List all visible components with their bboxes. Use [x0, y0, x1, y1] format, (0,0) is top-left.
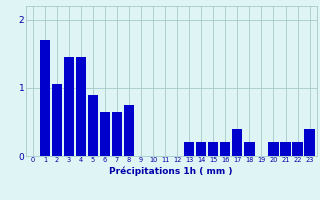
Bar [196, 142, 206, 156]
Bar [280, 142, 291, 156]
Bar [76, 57, 86, 156]
Bar [88, 95, 98, 156]
Bar [184, 142, 194, 156]
Bar [124, 105, 134, 156]
Bar [40, 40, 50, 156]
Bar [268, 142, 279, 156]
Bar [292, 142, 303, 156]
Bar [208, 142, 219, 156]
Bar [220, 142, 230, 156]
X-axis label: Précipitations 1h ( mm ): Précipitations 1h ( mm ) [109, 166, 233, 176]
Bar [232, 129, 243, 156]
Bar [64, 57, 74, 156]
Bar [112, 112, 122, 156]
Bar [100, 112, 110, 156]
Bar [52, 84, 62, 156]
Bar [304, 129, 315, 156]
Bar [244, 142, 254, 156]
